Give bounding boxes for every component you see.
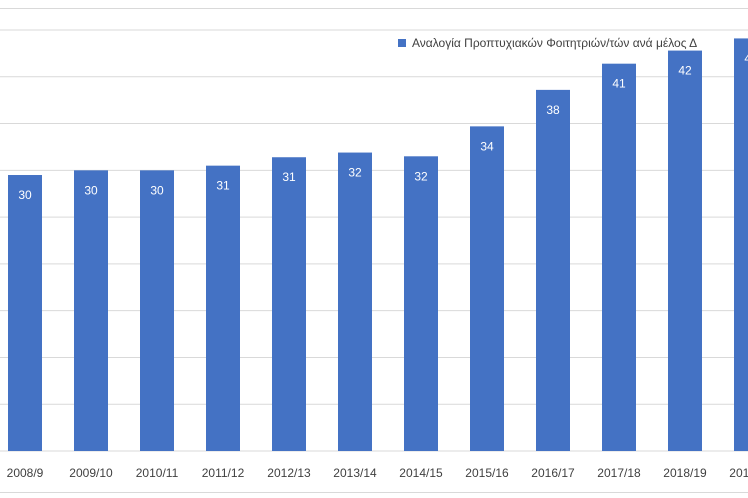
bar-2014/15 [404, 156, 438, 452]
legend-label: Αναλογία Προπτυχιακών Φοιτητριών/τών ανά… [412, 36, 698, 50]
data-label: 42 [678, 64, 692, 78]
data-label: 38 [546, 103, 560, 117]
bar-2009/10 [74, 170, 108, 452]
bar-2019/20 [734, 38, 748, 452]
data-label: 30 [150, 183, 164, 197]
bar-2013/14 [338, 152, 372, 451]
x-tick-label: 2017/18 [597, 466, 641, 480]
x-tick-label: 2018/19 [663, 466, 707, 480]
bar-2012/13 [272, 157, 306, 452]
x-tick-label: 2019/20 [729, 466, 748, 480]
x-tick-label: 2016/17 [531, 466, 575, 480]
data-label: 31 [216, 179, 230, 193]
bar-2011/12 [206, 165, 240, 451]
bar-2016/17 [536, 89, 570, 452]
legend: Αναλογία Προπτυχιακών Φοιτητριών/τών ανά… [398, 36, 697, 50]
bar-2010/11 [140, 170, 174, 452]
bar-2018/19 [668, 50, 702, 452]
data-label: 41 [612, 77, 626, 91]
x-tick-label: 2008/9 [7, 466, 44, 480]
chart-frame-bottom [0, 492, 748, 493]
x-tick-label: 2012/13 [267, 466, 311, 480]
x-tick-label: 2010/11 [136, 466, 179, 480]
legend-swatch [398, 39, 406, 47]
x-tick-label: 2013/14 [333, 466, 377, 480]
data-label: 30 [18, 188, 32, 202]
x-tick-label: 2014/15 [399, 466, 443, 480]
x-tick-label: 2011/12 [202, 466, 245, 480]
data-label: 34 [480, 139, 494, 153]
bar-2017/18 [602, 63, 636, 452]
chart-frame-top [0, 8, 748, 9]
data-label: 32 [414, 169, 428, 183]
x-tick-label: 2009/10 [69, 466, 113, 480]
data-label: 32 [348, 166, 362, 180]
data-label: 31 [282, 170, 296, 184]
bar-2015/16 [470, 126, 504, 452]
bar-2008/9 [8, 175, 42, 451]
data-label: 44 [744, 51, 748, 65]
x-tick-label: 2015/16 [465, 466, 509, 480]
data-label: 30 [84, 183, 98, 197]
